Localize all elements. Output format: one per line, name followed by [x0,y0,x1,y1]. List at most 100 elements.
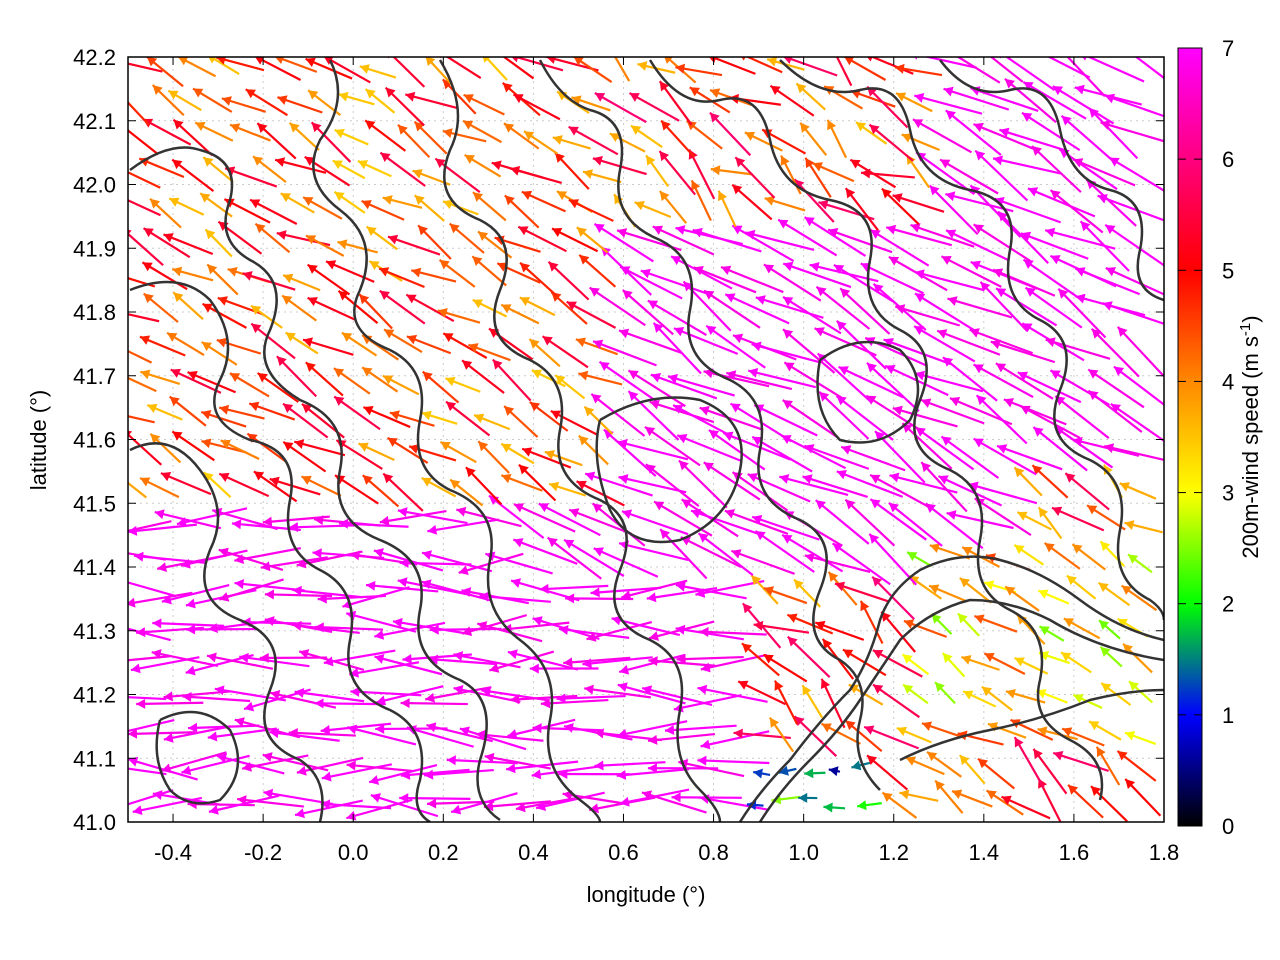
wind-arrow [503,405,539,438]
wind-arrow [128,62,163,73]
wind-arrow [895,92,933,113]
wind-arrow [804,552,871,573]
wind-arrow [280,192,315,214]
wind-arrow [218,404,265,420]
wind-arrow [619,265,683,300]
x-tick-label: 0.8 [698,840,729,865]
contour-line [738,555,1164,822]
wind-arrow [901,422,953,470]
wind-arrow [163,690,231,702]
wind-arrow [593,222,654,263]
wind-arrow [1116,326,1164,377]
wind-arrow [731,183,773,221]
wind-arrow [1066,57,1106,98]
wind-arrow [200,410,247,428]
wind-arrow [229,372,270,398]
wind-arrow [314,698,385,709]
wind-arrow [920,398,985,425]
wind-arrow [888,501,943,547]
wind-arrow [489,650,555,673]
wind-arrow [786,635,831,678]
wind-arrow [307,296,357,321]
wind-arrow [1016,613,1046,645]
wind-arrow [921,721,966,739]
wind-arrow [206,263,239,296]
x-tick-label: 0.6 [608,840,639,865]
wind-arrow [182,691,251,703]
wind-arrow [872,683,920,719]
wind-arrow [128,581,177,598]
wind-arrow [254,57,302,82]
wind-arrow [1124,778,1162,817]
wind-arrow [333,395,381,431]
wind-arrow [1013,544,1045,566]
wind-arrow [128,718,175,733]
wind-arrow [821,722,861,745]
wind-arrow [710,165,753,176]
contour-line [129,442,324,822]
wind-arrow [462,119,502,144]
wind-arrow [128,199,162,217]
wind-arrow [844,187,879,231]
wind-arrow [384,86,425,127]
wind-arrow [399,793,471,804]
wind-arrow [338,518,409,529]
wind-arrow [741,642,780,677]
wind-arrow [583,405,614,435]
wind-arrow [429,624,502,635]
wind-arrow [1001,795,1051,820]
wind-arrow [868,533,918,586]
wind-arrow [439,441,477,464]
wind-arrow [855,121,888,145]
wind-arrow [627,369,686,408]
axis-ticks [128,56,1165,823]
wind-arrow [234,547,301,564]
wind-arrow [1004,77,1057,124]
wind-arrow [958,754,986,785]
wind-arrow [400,698,468,709]
wind-arrow [204,228,233,258]
wind-arrow [753,620,810,634]
wind-arrow [973,614,1018,633]
wind-arrow [856,800,882,811]
wind-arrow [940,435,1000,479]
wind-arrow [507,649,579,671]
wind-arrow [146,57,184,88]
wind-arrow [503,122,540,150]
wind-arrow [868,123,914,162]
wind-arrow [700,730,770,750]
wind-arrow [578,434,609,466]
wind-arrow [860,262,924,295]
wind-arrow [128,481,147,499]
wind-arrow [644,425,701,467]
wind-arrow [128,101,150,126]
wind-arrow [269,476,321,496]
wind-arrow [840,445,906,472]
wind-arrow [568,508,633,536]
wind-arrow [697,755,770,766]
wind-arrow [472,191,507,222]
wind-arrow [947,296,1013,319]
wind-arrow [250,322,296,360]
wind-arrow [214,685,287,702]
wind-arrow [874,430,926,484]
wind-arrow [731,224,795,263]
wind-arrow [869,228,930,267]
wind-arrow [437,308,481,324]
wind-arrow [171,266,214,282]
wind-arrow [434,157,481,193]
wind-arrow [421,579,491,602]
wind-arrow [472,298,508,318]
wind-arrow [305,361,344,397]
wind-arrow [218,578,284,602]
contour-line [538,59,881,791]
wind-arrow [798,792,818,803]
wind-arrow [361,199,405,221]
wind-arrow [777,218,838,257]
wind-arrow [973,363,1034,399]
y-tick-label: 42.2 [73,45,116,70]
wind-arrow [675,63,723,77]
wind-arrow [778,765,797,776]
wind-arrow [242,271,296,291]
wind-arrow [943,86,1010,111]
